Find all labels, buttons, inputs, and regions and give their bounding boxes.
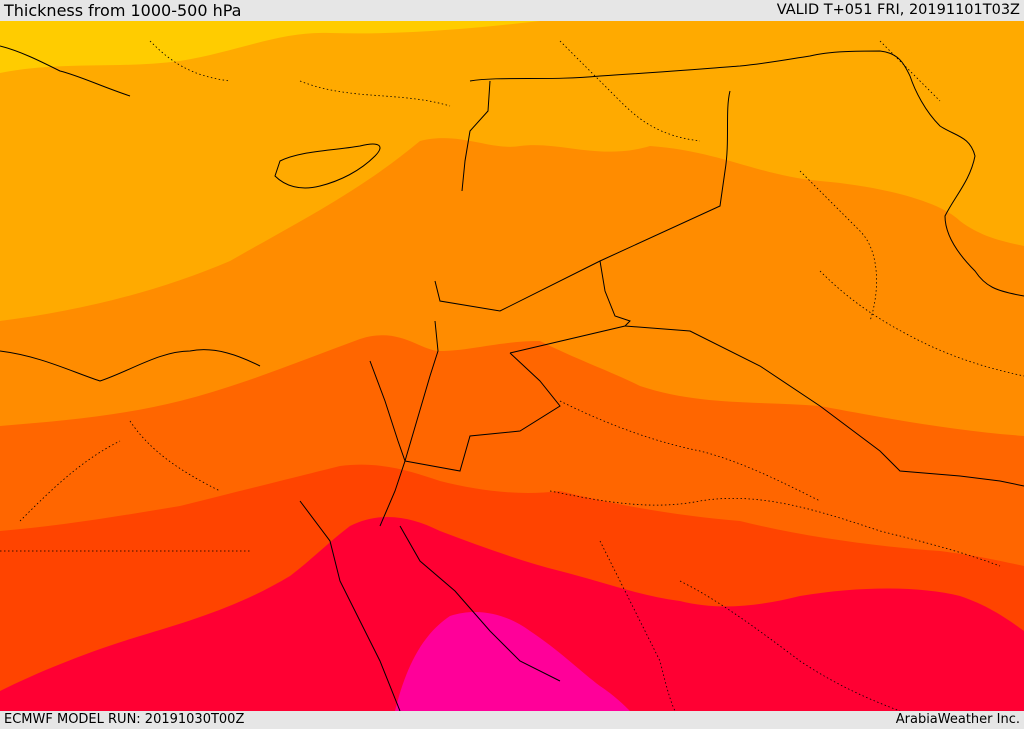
valid-time: VALID T+051 FRI, 20191101T03Z	[776, 2, 1020, 18]
model-run: ECMWF MODEL RUN: 20191030T00Z	[4, 712, 245, 727]
credit: ArabiaWeather Inc.	[895, 712, 1020, 727]
map-title: Thickness from 1000-500 hPa	[4, 1, 242, 20]
admin-borders	[0, 40, 1024, 711]
band-6	[0, 516, 1024, 711]
band-7	[395, 611, 630, 711]
header-bar: Thickness from 1000-500 hPa VALID T+051 …	[0, 0, 1024, 21]
country-borders	[0, 45, 1024, 711]
footer-bar: ECMWF MODEL RUN: 20191030T00Z ArabiaWeat…	[0, 711, 1024, 729]
thickness-map	[0, 21, 1024, 711]
